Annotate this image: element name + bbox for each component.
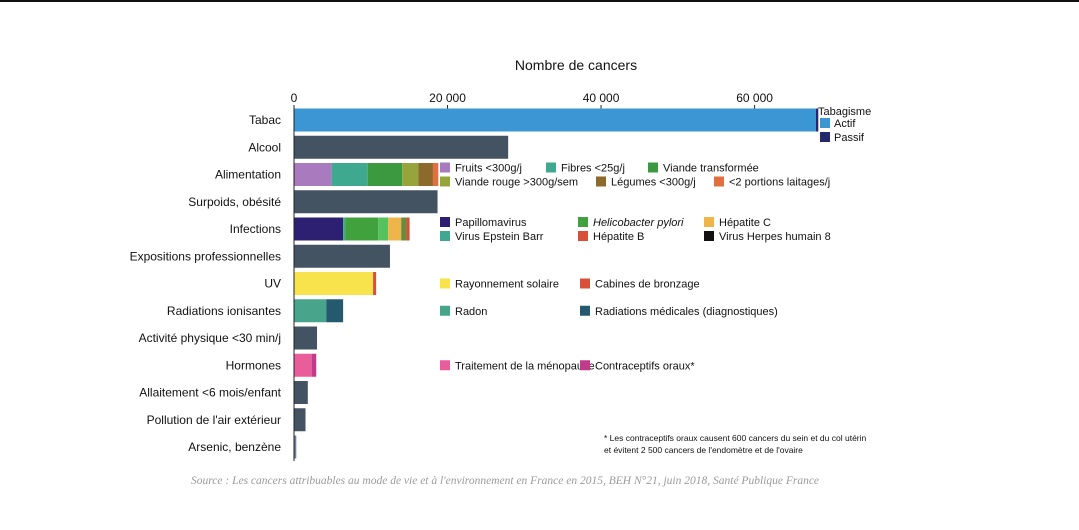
legend-swatch xyxy=(440,305,450,316)
legend-swatch xyxy=(820,132,830,142)
legend-swatch xyxy=(578,217,588,227)
category-label: UV xyxy=(264,277,281,291)
legend-label: Virus Epstein Barr xyxy=(455,231,544,243)
legend-label: Passif xyxy=(834,132,865,144)
legend-swatch xyxy=(440,231,450,241)
legend-label: Virus Herpes humain 8 xyxy=(719,231,831,243)
bar-segment xyxy=(294,163,332,186)
bar-segment xyxy=(345,217,379,241)
legend-swatch xyxy=(580,360,590,371)
category-label: Infections xyxy=(230,222,281,236)
legend-swatch xyxy=(596,176,606,187)
top-border xyxy=(0,0,1079,2)
bars xyxy=(294,108,819,459)
legend-label: Helicobacter pylori xyxy=(593,217,684,229)
legend-label: Viande rouge >300g/sem xyxy=(455,177,578,189)
bar-segment xyxy=(294,435,297,459)
x-tick-label: 20 000 xyxy=(429,91,466,105)
bar-segment xyxy=(388,217,402,241)
x-tick-label: 60 000 xyxy=(736,91,773,105)
bar-segment xyxy=(418,163,433,186)
legend-label: Actif xyxy=(834,118,856,130)
legend-swatch xyxy=(440,162,450,173)
legend-label: Papillomavirus xyxy=(455,217,527,229)
category-label: Surpoids, obésité xyxy=(188,195,281,209)
bar-segment xyxy=(294,244,390,268)
legend-swatch xyxy=(440,360,450,371)
bar-segment xyxy=(294,326,318,350)
category-label: Pollution de l'air extérieur xyxy=(147,413,281,427)
legend-label: Hépatite C xyxy=(719,217,771,229)
bar-segment xyxy=(294,381,308,404)
legend-label: Hépatite B xyxy=(593,231,644,243)
bar-segment xyxy=(294,190,438,214)
category-label: Activité physique <30 min/j xyxy=(139,331,281,345)
legend-label: Contraceptifs oraux* xyxy=(595,360,695,372)
category-label: Hormones xyxy=(226,358,281,372)
legend-label: Fibres <25g/j xyxy=(561,163,625,175)
bar-segment xyxy=(367,163,403,186)
bar-segment xyxy=(311,353,317,377)
legend-label: Fruits <300g/j xyxy=(455,163,522,175)
legend-label: Rayonnement solaire xyxy=(455,279,559,291)
legend-label: Radiations médicales (diagnostiques) xyxy=(595,306,778,318)
legend-swatch xyxy=(440,217,450,227)
legend-swatch xyxy=(440,278,450,289)
bar-segment xyxy=(816,108,819,132)
bar-segment xyxy=(406,217,410,241)
legend-swatch xyxy=(704,231,714,241)
category-label: Arsenic, benzène xyxy=(188,440,281,454)
category-label: Allaitement <6 mois/enfant xyxy=(139,386,281,400)
x-axis-ticks: 0 20 000 40 000 60 000 xyxy=(291,91,773,109)
bar-segment xyxy=(373,272,377,295)
legend-swatch xyxy=(546,162,556,173)
bar-segment xyxy=(294,299,327,323)
category-label: Radiations ionisantes xyxy=(167,304,281,318)
chart-title: Nombre de cancers xyxy=(515,57,637,73)
bar-segment xyxy=(402,163,419,186)
source-text: Source : Les cancers attribuables au mod… xyxy=(191,475,820,487)
bar-segment xyxy=(378,217,389,241)
legend-swatch xyxy=(580,278,590,289)
bar-segment xyxy=(294,272,374,295)
legend-swatch xyxy=(820,118,830,128)
legend-swatch xyxy=(440,176,450,187)
bar-segment xyxy=(294,353,312,377)
legend-label: Radon xyxy=(455,306,487,318)
bar-segment xyxy=(294,108,816,132)
category-label: Alcool xyxy=(248,140,281,154)
category-label: Alimentation xyxy=(215,168,281,182)
x-tick-label: 0 xyxy=(291,91,298,105)
legend-swatch xyxy=(648,162,658,173)
legend-swatch xyxy=(580,305,590,316)
bar-segment xyxy=(326,299,344,323)
legend-label: <2 portions laitages/j xyxy=(729,177,830,189)
bar-segment xyxy=(294,217,344,241)
bar-segment xyxy=(294,408,306,432)
bar-segment xyxy=(331,163,368,186)
category-labels: Tabac Alcool Alimentation Surpoids, obésité… xyxy=(130,113,282,454)
legend-swatch xyxy=(704,217,714,227)
category-label: Expositions professionnelles xyxy=(130,249,281,263)
category-label: Tabac xyxy=(249,113,281,127)
legend-swatch xyxy=(578,231,588,241)
legend-label: Traitement de la ménopause xyxy=(455,360,595,372)
x-tick-label: 40 000 xyxy=(583,91,620,105)
legend-label: Cabines de bronzage xyxy=(595,279,700,291)
footnote: * Les contraceptifs oraux causent 600 ca… xyxy=(604,433,867,455)
bar-segment xyxy=(401,217,407,241)
bar-segment xyxy=(432,163,439,186)
bar-segment xyxy=(294,135,509,159)
legend-label: Légumes <300g/j xyxy=(611,177,696,189)
legend-label: Viande transformée xyxy=(663,163,759,175)
legend-title: Tabagisme xyxy=(818,106,871,118)
legend-swatch xyxy=(714,176,724,187)
bar-segment xyxy=(343,217,346,241)
